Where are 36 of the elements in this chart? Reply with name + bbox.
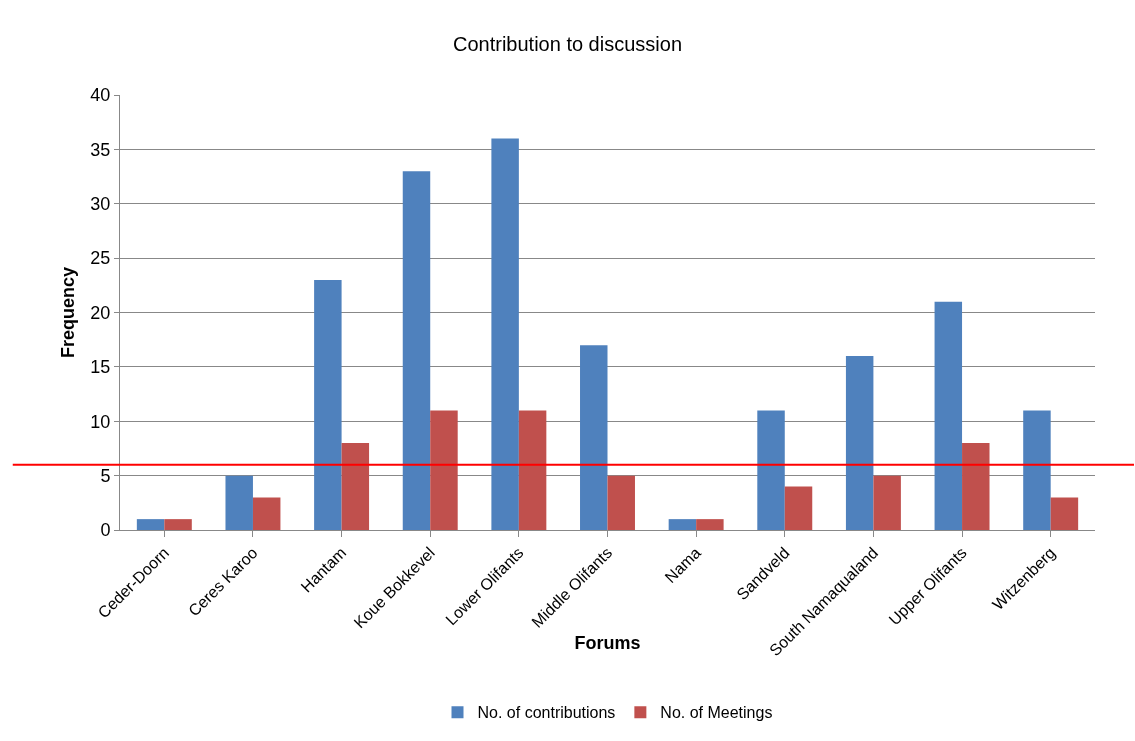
- chart-title: Contribution to discussion: [452, 33, 683, 56]
- bar: [164, 519, 192, 530]
- y-tick-label: 0: [100, 520, 111, 541]
- bar: [1023, 410, 1051, 530]
- y-tick-label: 20: [90, 302, 111, 323]
- bar: [402, 171, 431, 530]
- y-tick-label: 40: [90, 85, 111, 106]
- bar: [668, 519, 697, 530]
- y-tick-label: 30: [90, 194, 111, 215]
- bar: [580, 345, 608, 530]
- bar: [518, 410, 547, 530]
- bar: [934, 301, 963, 530]
- bar: [430, 410, 458, 530]
- bar: [784, 486, 813, 530]
- legend-label: No. of contributions: [477, 704, 616, 722]
- bar: [845, 356, 874, 530]
- bar: [341, 443, 370, 530]
- bar: [252, 497, 281, 530]
- y-tick-label: 15: [90, 357, 111, 378]
- bar: [696, 519, 724, 530]
- x-axis-title: Forums: [574, 632, 641, 653]
- bar: [873, 475, 901, 530]
- bar: [962, 443, 990, 530]
- bar: [1050, 497, 1079, 530]
- legend-label: No. of Meetings: [660, 704, 773, 722]
- bar: [757, 410, 785, 530]
- y-tick-label: 10: [90, 411, 111, 432]
- y-tick-label: 35: [90, 139, 111, 160]
- bar: [225, 475, 253, 530]
- y-tick-label: 25: [90, 248, 111, 269]
- y-tick-label: 5: [100, 465, 111, 486]
- bar: [136, 519, 165, 530]
- bar: [314, 279, 342, 530]
- bar: [491, 138, 519, 530]
- bar: [607, 475, 635, 530]
- y-axis-title: Frequency: [58, 266, 78, 359]
